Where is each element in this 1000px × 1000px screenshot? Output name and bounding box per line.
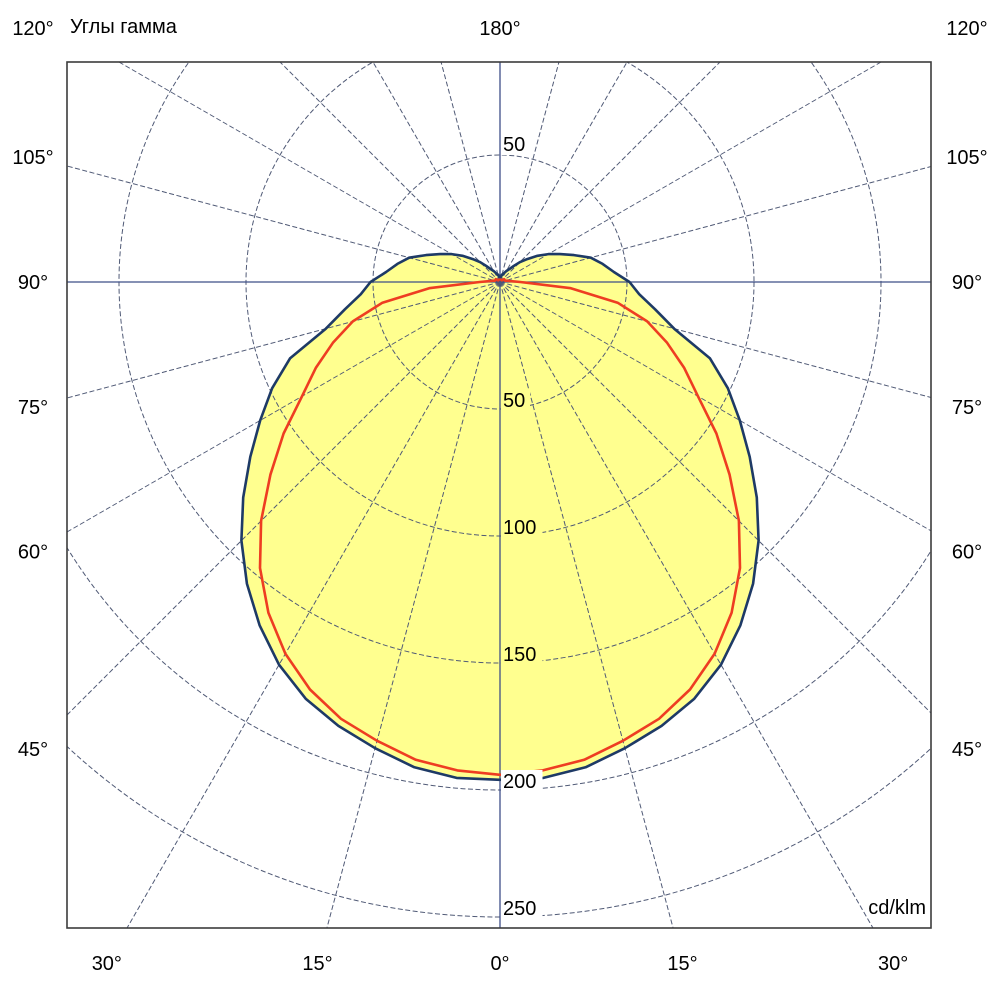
radial-line — [126, 281, 501, 928]
angle-label-right: 75° — [952, 397, 982, 419]
angle-label-top: 120° — [12, 18, 53, 40]
curve-blue — [240, 252, 760, 782]
tick-label-mask — [501, 897, 543, 919]
tick-label-mask — [501, 770, 543, 792]
angle-label-right: 45° — [952, 739, 982, 761]
tick-label-mask — [501, 389, 530, 411]
radial-tick-label: 50 — [503, 134, 525, 156]
angle-label-bottom: 15° — [667, 953, 697, 975]
angle-label-right: 105° — [946, 147, 987, 169]
radial-tick-label: 200 — [503, 771, 536, 793]
angle-label-left: 90° — [18, 272, 48, 294]
angle-label-top: 180° — [479, 18, 520, 40]
radial-line — [499, 62, 560, 283]
angle-label-bottom: 30° — [92, 953, 122, 975]
angle-label-right: 60° — [952, 542, 982, 564]
angle-label-bottom: 30° — [878, 953, 908, 975]
radial-tick-labels: 50 50 100 150 200 250 — [501, 133, 543, 920]
radial-line — [499, 281, 674, 928]
tick-label-mask — [501, 516, 543, 538]
radial-tick-label: 250 — [503, 898, 536, 920]
chart-title: Углы гамма — [70, 16, 177, 38]
curve-red — [258, 277, 742, 777]
angle-label-top: 120° — [946, 18, 987, 40]
plot-frame — [66, 61, 932, 929]
angle-label-right: 90° — [952, 272, 982, 294]
radial-line — [499, 281, 874, 928]
angle-label-left: 105° — [12, 147, 53, 169]
unit-label: cd/klm — [868, 897, 926, 919]
angle-label-left: 75° — [18, 397, 48, 419]
radial-tick-label: 100 — [503, 517, 536, 539]
angle-label-left: 45° — [18, 739, 48, 761]
radial-line — [326, 281, 501, 928]
tick-label-mask — [501, 133, 530, 155]
radial-tick-label: 50 — [503, 390, 525, 412]
angle-label-bottom: 0° — [490, 953, 509, 975]
angle-label-left: 60° — [18, 542, 48, 564]
tick-label-mask — [501, 643, 543, 665]
angle-label-bottom: 15° — [302, 953, 332, 975]
radial-line — [440, 62, 501, 283]
radial-tick-label: 150 — [503, 644, 536, 666]
